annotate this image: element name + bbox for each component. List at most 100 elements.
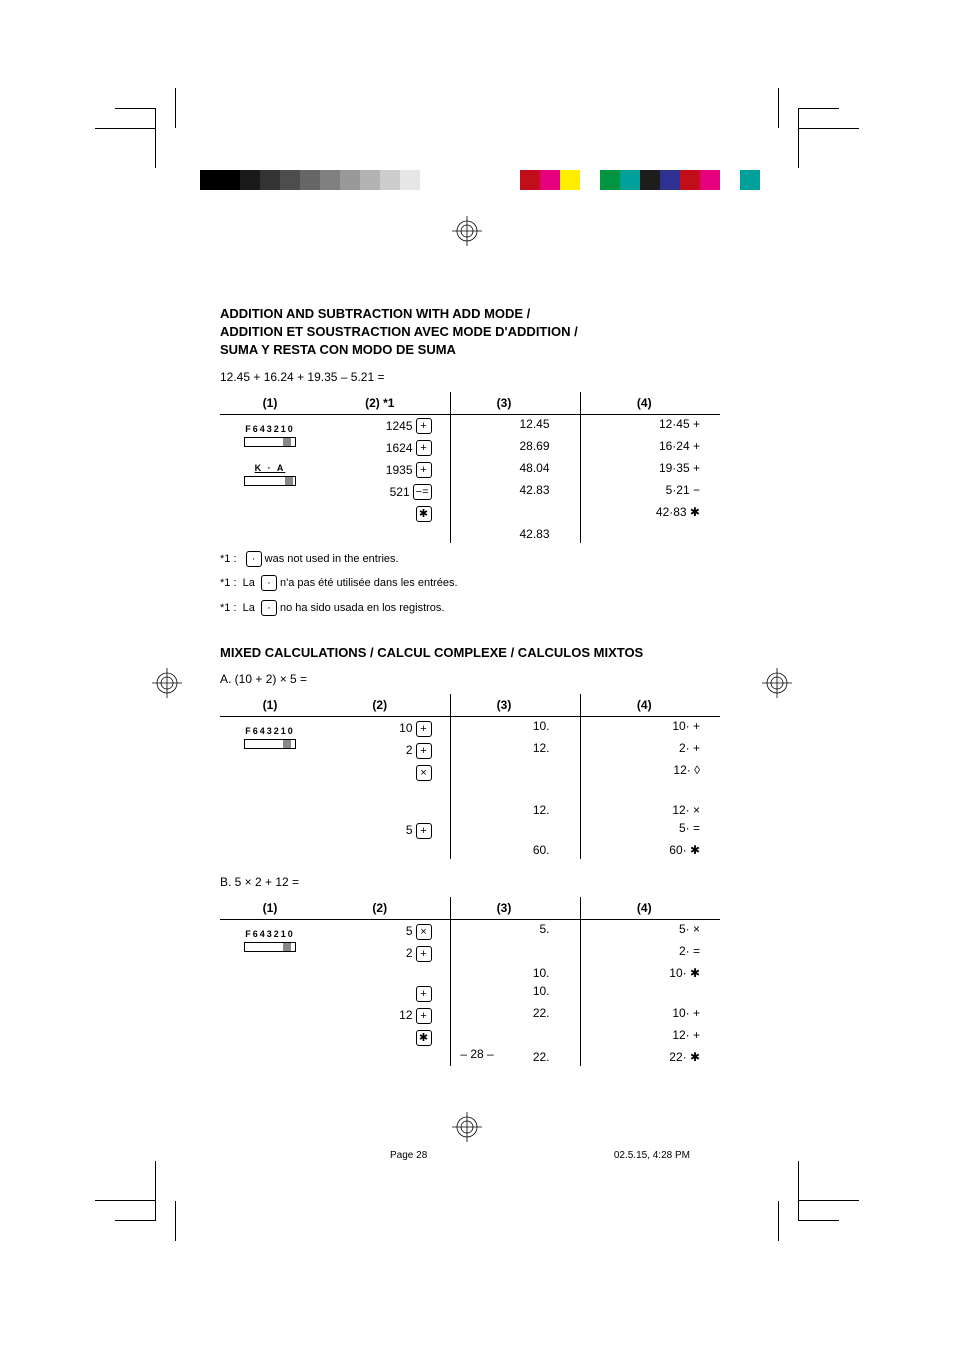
color-swatch bbox=[200, 170, 220, 190]
plus-key-icon: + bbox=[416, 823, 432, 839]
print-value: 12·45 + bbox=[580, 414, 720, 437]
total-key-icon: ✱ bbox=[416, 1030, 432, 1046]
color-swatch bbox=[320, 170, 340, 190]
color-swatch bbox=[720, 170, 740, 190]
color-swatch bbox=[300, 170, 320, 190]
display-value: 28.69 bbox=[450, 437, 580, 459]
section2-title: MIXED CALCULATIONS / CALCUL COMPLEXE / C… bbox=[220, 644, 720, 662]
minus-equals-key-icon: −= bbox=[413, 484, 432, 500]
page-number: – 28 – bbox=[460, 1047, 493, 1061]
section2-example-b: B. 5 × 2 + 12 = bbox=[220, 875, 720, 889]
title-line: ADDITION ET SOUSTRACTION AVEC MODE D'ADD… bbox=[220, 323, 720, 341]
color-swatch bbox=[220, 170, 240, 190]
plus-key-icon: + bbox=[416, 721, 432, 737]
col-header: (2) bbox=[320, 694, 450, 717]
key-input: 1624+ bbox=[385, 441, 432, 455]
switch-slider bbox=[283, 740, 291, 748]
color-swatch bbox=[740, 170, 760, 190]
plus-key-icon: + bbox=[416, 946, 432, 962]
color-swatch bbox=[280, 170, 300, 190]
footer-info: Page 28 02.5.15, 4:28 PM bbox=[390, 1150, 690, 1161]
key-input: 10+ bbox=[385, 721, 432, 735]
total-key-icon: ✱ bbox=[416, 506, 432, 522]
key-input: 2+ bbox=[385, 946, 432, 960]
col-header: (3) bbox=[450, 392, 580, 415]
color-swatch bbox=[520, 170, 540, 190]
col-header: (4) bbox=[580, 694, 720, 717]
color-swatch bbox=[580, 170, 600, 190]
col-header: (3) bbox=[450, 897, 580, 920]
color-swatch bbox=[600, 170, 620, 190]
print-value: 12· + bbox=[580, 1026, 720, 1048]
display-value: 10. bbox=[450, 964, 580, 982]
color-swatch bbox=[700, 170, 720, 190]
color-swatch bbox=[360, 170, 380, 190]
col-header: (2) *1 bbox=[320, 392, 450, 415]
plus-key-icon: + bbox=[416, 418, 432, 434]
key-input: 521−= bbox=[382, 485, 432, 499]
key-input: 2+ bbox=[385, 743, 432, 757]
color-swatch bbox=[340, 170, 360, 190]
section2-table-b: (1) (2) (3) (4) F643210 5× 5. 5· × 2+ 2·… bbox=[220, 897, 720, 1066]
display-value: 48.04 bbox=[450, 459, 580, 481]
print-value: 19·35 + bbox=[580, 459, 720, 481]
color-bars-grayscale bbox=[200, 170, 440, 190]
switch-ka: K · A bbox=[228, 460, 312, 489]
switch-f643210: F643210 bbox=[228, 421, 312, 450]
print-value: 22· ✱ bbox=[580, 1048, 720, 1066]
print-value: 42·83 ✱ bbox=[580, 503, 720, 525]
display-value: 12. bbox=[450, 739, 580, 761]
footer-date: 02.5.15, 4:28 PM bbox=[614, 1150, 690, 1161]
decimal-key-icon: · bbox=[261, 600, 277, 616]
switch-slider bbox=[285, 477, 293, 485]
print-value: 10· + bbox=[580, 1004, 720, 1026]
display-value: 42.83 bbox=[450, 525, 580, 543]
key-input: 1935+ bbox=[385, 463, 432, 477]
key-input: 1245+ bbox=[385, 419, 432, 433]
color-swatch bbox=[660, 170, 680, 190]
color-swatch bbox=[380, 170, 400, 190]
color-bars-color bbox=[520, 170, 760, 190]
color-swatch bbox=[400, 170, 420, 190]
switch-label: F643210 bbox=[245, 726, 295, 736]
times-key-icon: × bbox=[416, 765, 432, 781]
switch-label: K · A bbox=[255, 463, 286, 473]
footnote-3: *1 : La · no ha sido usada en los regist… bbox=[220, 600, 720, 617]
key-input: × bbox=[385, 765, 432, 779]
decimal-key-icon: · bbox=[246, 551, 262, 567]
color-swatch bbox=[640, 170, 660, 190]
section1-table: (1) (2) *1 (3) (4) F643210 K · A 1245+ 1… bbox=[220, 392, 720, 543]
print-value: 2· = bbox=[580, 942, 720, 964]
print-value: 12· × bbox=[580, 801, 720, 819]
switch-label: F643210 bbox=[245, 929, 295, 939]
display-value: 12. bbox=[450, 801, 580, 819]
color-swatch bbox=[240, 170, 260, 190]
registration-mark-right bbox=[762, 668, 792, 698]
plus-key-icon: + bbox=[416, 743, 432, 759]
color-swatch bbox=[260, 170, 280, 190]
switch-f643210: F643210 bbox=[228, 723, 312, 752]
switch-slider bbox=[283, 438, 291, 446]
print-value: 10· + bbox=[580, 717, 720, 740]
display-value: 60. bbox=[450, 841, 580, 859]
display-value: 5. bbox=[450, 920, 580, 943]
print-value: 12· ◊ bbox=[580, 761, 720, 783]
col-header: (3) bbox=[450, 694, 580, 717]
section2-example-a: A. (10 + 2) × 5 = bbox=[220, 672, 720, 686]
print-value: 2· + bbox=[580, 739, 720, 761]
print-value: 16·24 + bbox=[580, 437, 720, 459]
title-line: ADDITION AND SUBTRACTION WITH ADD MODE / bbox=[220, 305, 720, 323]
col-header: (4) bbox=[580, 897, 720, 920]
col-header: (1) bbox=[220, 897, 320, 920]
display-value: 22. bbox=[450, 1004, 580, 1026]
key-input: + bbox=[385, 986, 432, 1000]
color-swatch bbox=[420, 170, 440, 190]
plus-key-icon: + bbox=[416, 986, 432, 1002]
switch-slider bbox=[283, 943, 291, 951]
print-value: 5·21 − bbox=[580, 481, 720, 503]
section1-title: ADDITION AND SUBTRACTION WITH ADD MODE /… bbox=[220, 305, 720, 360]
key-input: 12+ bbox=[385, 1008, 432, 1022]
display-value: 12.45 bbox=[450, 414, 580, 437]
section2-table-a: (1) (2) (3) (4) F643210 10+ 10. 10· + 2+… bbox=[220, 694, 720, 859]
display-value bbox=[450, 503, 580, 525]
